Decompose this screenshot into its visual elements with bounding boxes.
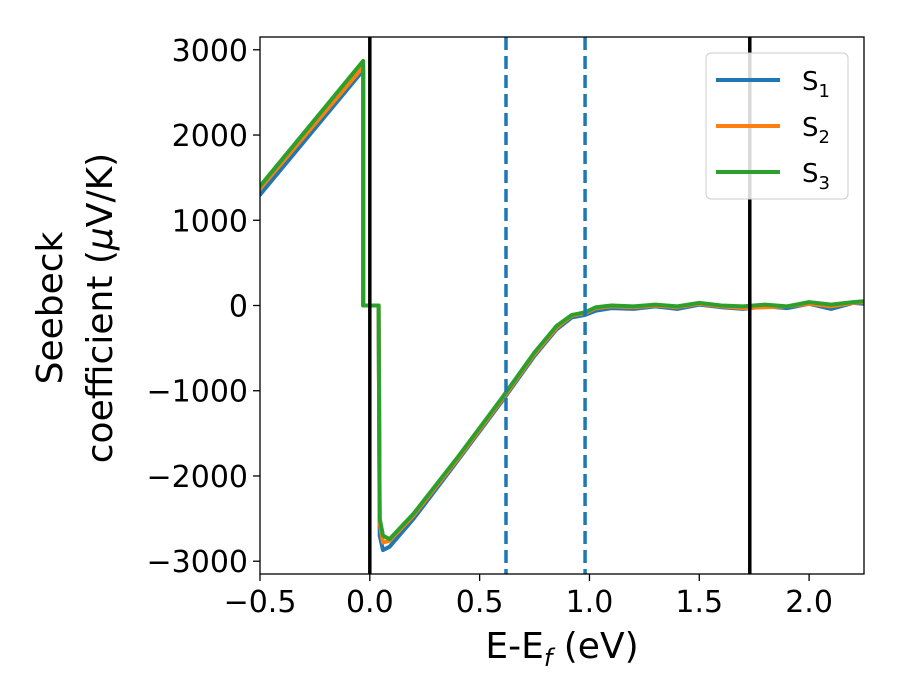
y-tick-label: −1000 <box>147 375 248 410</box>
plot-area <box>260 37 864 574</box>
legend-label-s1: S1 <box>802 67 830 102</box>
legend-label-s3: S3 <box>802 159 830 194</box>
x-axis-label: E-Ef (eV) <box>485 626 638 672</box>
y-tick-label: 2000 <box>172 119 248 154</box>
legend-items: S1 S2 S3 <box>716 67 830 194</box>
y-tick-label: −2000 <box>147 460 248 495</box>
y-tick-label: −3000 <box>147 545 248 580</box>
y-axis-label-line2: coefficient (μV/K) <box>80 153 121 463</box>
x-tick-label: −0.5 <box>224 585 297 620</box>
x-tick-label: 0.5 <box>456 585 504 620</box>
legend-label-s2: S2 <box>802 113 830 148</box>
x-tick-label: 1.5 <box>675 585 723 620</box>
x-tick-label: 1.0 <box>566 585 614 620</box>
y-tick-label: 3000 <box>172 34 248 69</box>
legend: S1 S2 S3 <box>705 52 849 200</box>
y-axis-label-line1: Seebeck <box>30 231 71 384</box>
y-tick-label: 0 <box>229 290 248 325</box>
y-axis-label: Seebeck coefficient (μV/K) <box>30 153 121 463</box>
axes-ticks: −0.5 0.0 0.5 1.0 1.5 2.0 3000 2000 1000 0 −1000 −20… <box>147 34 833 620</box>
y-tick-label: 1000 <box>172 204 248 239</box>
x-tick-label: 0.0 <box>346 585 394 620</box>
series-line-s3 <box>260 58 864 542</box>
x-tick-label: 2.0 <box>785 585 833 620</box>
